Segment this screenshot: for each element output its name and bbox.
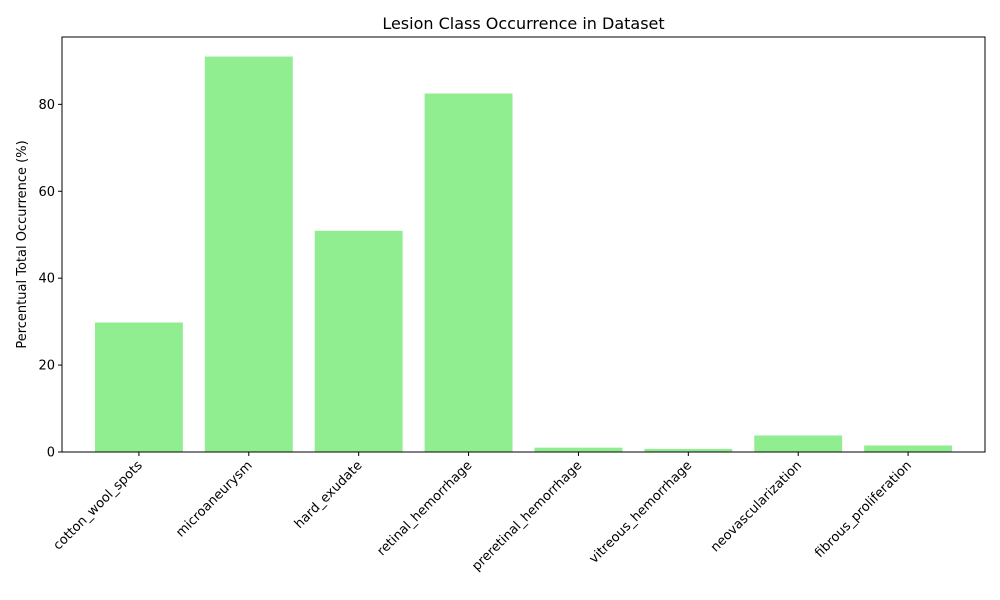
x-tick-label: retinal_hemorrhage xyxy=(375,458,476,559)
bars-group xyxy=(94,56,953,453)
y-tick-label: 60 xyxy=(38,185,55,200)
bar-microaneurysm xyxy=(204,56,293,453)
bar-preretinal-hemorrhage xyxy=(534,447,623,452)
x-tick-label: neovascularization xyxy=(708,458,805,555)
y-tick-label: 40 xyxy=(38,272,55,287)
bar-cotton-wool-spots xyxy=(94,322,183,452)
chart-title: Lesion Class Occurrence in Dataset xyxy=(382,14,664,33)
y-axis-label: Percentual Total Occurrence (%) xyxy=(15,140,30,348)
y-tick-label: 80 xyxy=(38,98,55,113)
bar-retinal-hemorrhage xyxy=(424,93,513,452)
y-axis: 0 20 40 60 80 xyxy=(38,98,62,461)
bar-neovascularization xyxy=(754,435,843,452)
bar-vitreous-hemorrhage xyxy=(644,448,733,452)
x-tick-label: microaneurysm xyxy=(173,458,255,540)
x-tick-label: preretinal_hemorrhage xyxy=(469,458,585,574)
plot-frame xyxy=(61,36,986,453)
y-tick-label: 20 xyxy=(38,359,55,374)
bar-hard-exudate xyxy=(314,230,403,452)
x-tick-label: fibrous_proliferation xyxy=(812,458,915,561)
x-tick-label: hard_exudate xyxy=(292,458,366,532)
x-tick-label: cotton_wool_spots xyxy=(51,458,146,553)
x-tick-label: vitreous_hemorrhage xyxy=(587,458,696,567)
y-tick-label: 0 xyxy=(47,446,55,461)
bar-fibrous-proliferation xyxy=(864,445,953,452)
x-axis: cotton_wool_spots microaneurysm hard_exuda… xyxy=(51,452,915,574)
